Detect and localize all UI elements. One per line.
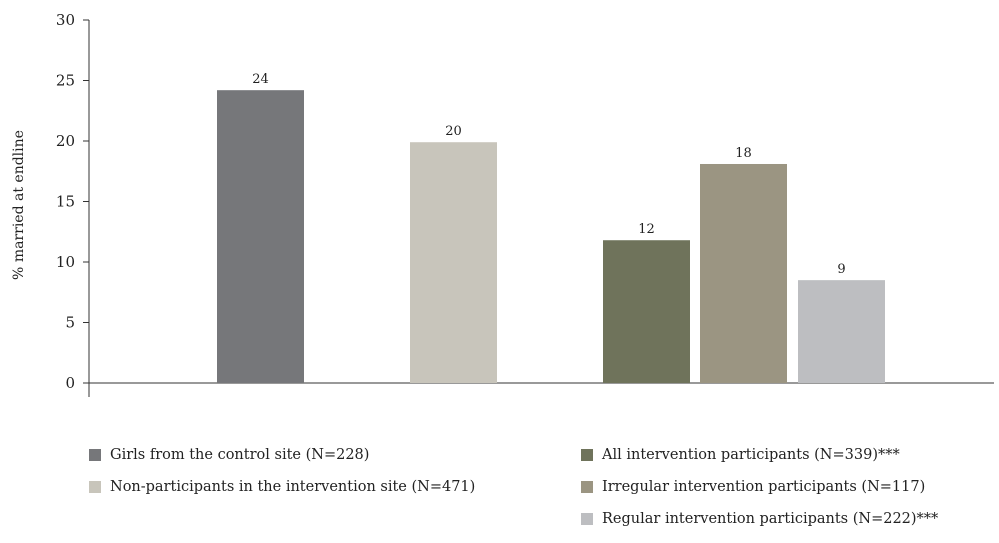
bar: [700, 163, 787, 383]
y-tick-label: 5: [65, 314, 75, 332]
bar-chart: % married at endline 0 5 10 15 20 25 30 24 20 12…: [11, 11, 994, 397]
bar-value-label: 20: [445, 124, 462, 139]
legend-item-control-site: Girls from the control site (N=228): [89, 447, 475, 463]
y-tick-label: 15: [56, 193, 75, 211]
bar: [798, 280, 885, 383]
legend-left: Girls from the control site (N=228) Non-…: [89, 447, 475, 511]
legend-swatch: [581, 449, 593, 461]
legend-label: All intervention participants (N=339)***: [602, 447, 900, 463]
y-tick-label: 25: [56, 72, 75, 90]
bar: [603, 240, 690, 383]
bar: [217, 90, 304, 384]
bar-value-label: 24: [252, 72, 269, 87]
legend-item-irregular-participants: Irregular intervention participants (N=1…: [581, 479, 938, 495]
legend-label: Irregular intervention participants (N=1…: [602, 479, 926, 495]
legend-right: All intervention participants (N=339)***…: [581, 447, 938, 543]
y-tick-label: 0: [65, 374, 75, 392]
legend-swatch: [89, 449, 101, 461]
bars: 24 20 12 18 9: [217, 72, 885, 384]
legend-label: Girls from the control site (N=228): [110, 447, 370, 463]
legend-item-non-participants: Non-participants in the intervention sit…: [89, 479, 475, 495]
y-tick-label: 20: [56, 132, 75, 150]
bar-value-label: 18: [735, 146, 752, 161]
legend-swatch: [89, 481, 101, 493]
bar-value-label: 12: [638, 222, 655, 237]
y-tick-label: 10: [56, 253, 75, 271]
y-tick-label: 30: [56, 11, 75, 29]
y-axis-label: % married at endline: [11, 130, 27, 280]
bar-value-label: 9: [837, 262, 845, 277]
bar: [410, 142, 497, 383]
legend-label: Non-participants in the intervention sit…: [110, 479, 476, 495]
legend-swatch: [581, 481, 593, 493]
legend-swatch: [581, 513, 593, 525]
legend-item-regular-participants: Regular intervention participants (N=222…: [581, 511, 938, 527]
legend-label: Regular intervention participants (N=222…: [602, 511, 939, 527]
legend-item-all-participants: All intervention participants (N=339)***: [581, 447, 938, 463]
